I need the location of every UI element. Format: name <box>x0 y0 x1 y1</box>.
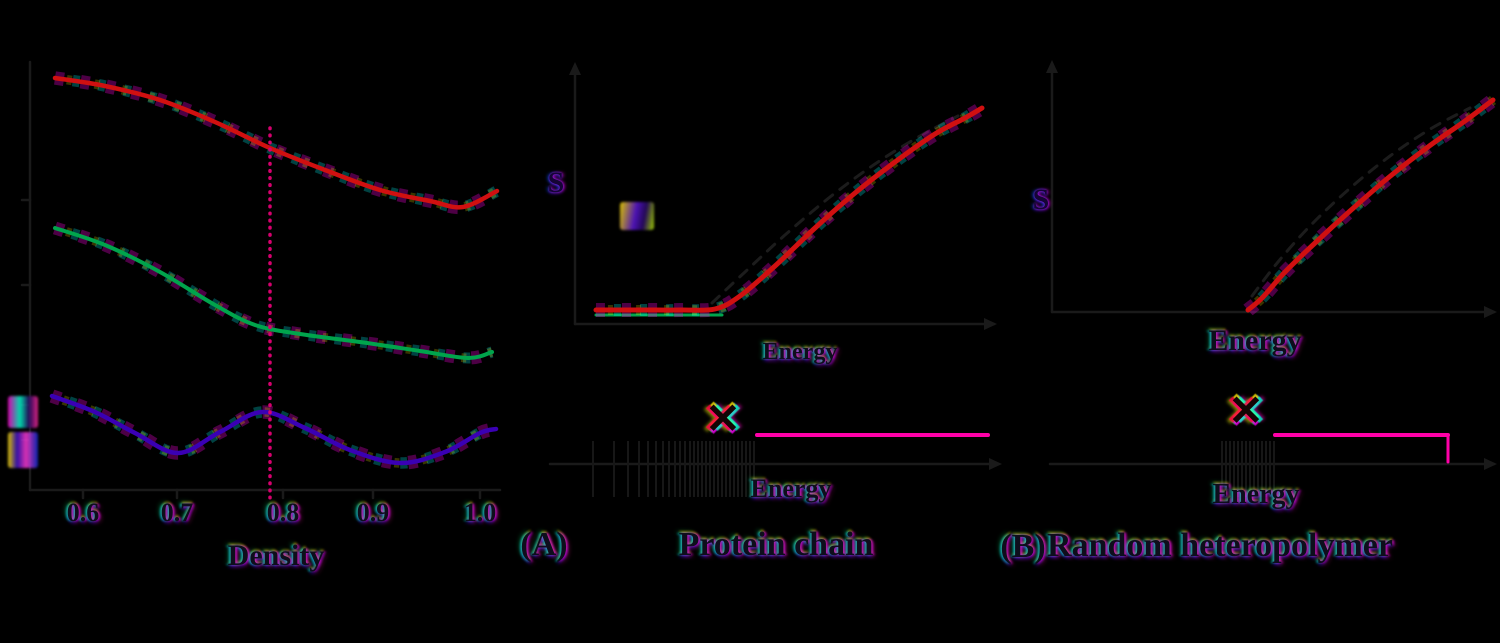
dashed-tangent <box>1250 106 1472 298</box>
top-curve-red <box>52 75 500 210</box>
a-energy-spectrum <box>548 433 1002 497</box>
native-state-x-marker: ✕ <box>705 397 741 443</box>
axis-arrowhead <box>1484 458 1497 470</box>
middle-curve-green <box>53 226 494 361</box>
axis-arrowhead <box>569 62 581 75</box>
panel-b-energy-axis-label: Energy <box>1208 324 1302 357</box>
axis-arrowhead <box>984 318 997 330</box>
axis-arrowhead <box>1484 306 1497 318</box>
entropy-curve-red <box>593 105 985 313</box>
x-tick-label: 1.0 <box>463 498 497 527</box>
x-tick-label: 0.9 <box>356 498 390 527</box>
panel-b-spectrum-energy-label: Energy <box>1212 479 1300 510</box>
x-tick-label: 0.6 <box>66 498 100 527</box>
y-tick-label-smudge <box>8 396 38 428</box>
axis-arrowhead <box>1046 60 1058 73</box>
bottom-curve-blue <box>49 393 499 466</box>
axis-arrowhead <box>989 458 1002 470</box>
native-state-x-marker: ✕ <box>1228 389 1264 435</box>
panel-a-caption: Protein chain <box>678 526 874 563</box>
a-entropy-curve <box>569 62 997 330</box>
panel-b-caption-tag: (B) <box>1000 528 1046 565</box>
panel-b-y-axis-label: S <box>1032 183 1050 216</box>
panel-b-caption: Random heteropolymer <box>1047 527 1393 564</box>
b-entropy-curve <box>1046 60 1498 318</box>
x-tick-label: 0.8 <box>266 498 300 527</box>
panel-a-spectrum-energy-label: Energy <box>750 474 832 503</box>
panel-a-caption-tag: (A) <box>520 526 568 563</box>
entropy-curve-red <box>1245 97 1496 313</box>
b-energy-spectrum <box>1048 433 1497 497</box>
dashed-tangent <box>710 114 960 305</box>
panel-a-y-axis-label: S <box>547 166 565 199</box>
panel-a-energy-axis-label: Energy <box>762 339 838 365</box>
x-tick-label: 0.7 <box>160 498 194 527</box>
x-axis-title-density: Density <box>227 539 325 572</box>
annotation-smudge <box>620 202 654 230</box>
y-tick-label-smudge <box>8 432 38 468</box>
density-plot <box>20 60 502 502</box>
